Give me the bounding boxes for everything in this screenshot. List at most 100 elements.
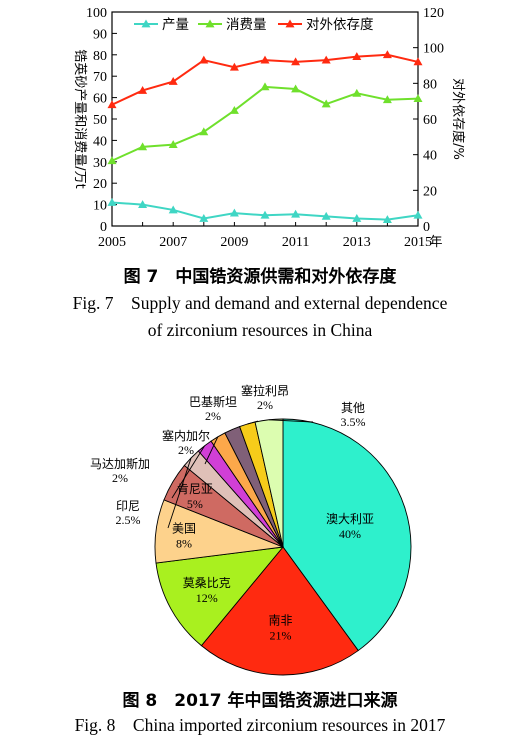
series-1-point <box>138 142 148 151</box>
y-left-tick-label: 60 <box>93 92 107 107</box>
y-left-tick-label: 10 <box>93 199 107 214</box>
series-1-point <box>168 140 178 149</box>
x-tick-label: 2011 <box>282 235 309 250</box>
slice-value-4: 5% <box>187 497 203 511</box>
series-1-point <box>352 88 362 97</box>
slice-value-3: 8% <box>176 536 192 550</box>
series-0-point <box>138 200 148 208</box>
slice-label-9: 塞拉利昂 <box>241 383 289 398</box>
slice-value-2: 12% <box>196 591 218 605</box>
legend-label-1: 消费量 <box>226 17 267 33</box>
leader-line-7 <box>204 436 219 465</box>
y-left-tick-label: 70 <box>93 70 107 85</box>
figure-7-caption-en: Fig. 7 Supply and demand and external de… <box>0 290 520 344</box>
series-0-point <box>413 210 423 219</box>
slice-value-5: 2.5% <box>116 513 141 527</box>
slice-label-0: 澳大利亚 <box>326 512 374 526</box>
y-right-tick-label: 60 <box>423 113 437 128</box>
x-axis-unit: 年 <box>429 235 442 250</box>
series-2-point <box>107 100 117 109</box>
series-0-point <box>291 209 301 218</box>
leader-line-10 <box>268 419 314 423</box>
leader-line-9 <box>247 420 259 425</box>
series-1-point <box>107 156 117 165</box>
series-2-point <box>382 50 392 59</box>
series-2-point <box>321 55 331 64</box>
slice-label-6: 马达加斯加 <box>90 457 150 471</box>
plot-frame <box>111 11 419 227</box>
figure-7-caption-cn: 图 7 中国锆资源供需和对外依存度 <box>123 267 397 287</box>
legend-marker-1 <box>205 19 215 28</box>
x-tick-label: 2009 <box>220 235 248 250</box>
series-1-point <box>291 84 301 93</box>
x-tick-label: 2015 <box>404 235 432 250</box>
legend-marker-2 <box>285 19 295 28</box>
slice-label-1: 南非 <box>268 612 292 627</box>
y-right-tick-label: 0 <box>423 220 430 235</box>
figure-7: 0 10 20 30 40 50 60 70 80 90 100 0 20 40 60 80 100 120 200… <box>0 0 520 350</box>
y-left-tick-label: 90 <box>93 27 107 42</box>
y-right-tick-label: 40 <box>423 149 437 164</box>
legend-marker-0 <box>141 19 151 28</box>
series-2-point <box>352 52 362 60</box>
slice-label-8: 巴基斯坦 <box>189 395 237 409</box>
y-left-axis-label: 锆英砂产量和消费量/万t <box>72 49 87 188</box>
series-2-point <box>199 55 209 64</box>
series-0-point <box>321 211 331 220</box>
y-left-tick-label: 100 <box>86 6 107 21</box>
x-tick-label: 2013 <box>343 235 371 250</box>
figure-7-caption-en-line1: Fig. 7 Supply and demand and external de… <box>72 293 448 313</box>
y-left-tick-label: 30 <box>93 156 107 171</box>
y-left-tick-label: 80 <box>93 49 107 64</box>
y-left-tick-label: 40 <box>93 134 107 149</box>
slice-value-7: 2% <box>178 443 194 457</box>
slice-label-10: 其他 <box>341 401 365 415</box>
y-right-tick-label: 100 <box>423 42 444 57</box>
y-left-tick-label: 50 <box>93 113 107 128</box>
slice-value-10: 3.5% <box>341 415 366 429</box>
series-0-point <box>260 210 270 219</box>
figure-8-caption-en: Fig. 8 China imported zirconium resource… <box>74 715 446 735</box>
figure-8-caption-cn: 图 8 2017 年中国锆资源进口来源 <box>122 691 398 711</box>
series-2-point <box>260 55 270 64</box>
pie-slice-0 <box>282 418 412 652</box>
slice-label-5: 印尼 <box>116 499 140 513</box>
slice-label-4: 肯尼亚 <box>177 482 213 496</box>
slice-value-9: 2% <box>257 398 273 412</box>
series-1-point <box>413 94 423 103</box>
series-line-1 <box>111 85 419 162</box>
series-2-point <box>138 85 148 94</box>
series-2-point <box>168 77 178 85</box>
line-chart: 0 10 20 30 40 50 60 70 80 90 100 0 20 40 60 80 100 120 200… <box>72 6 466 250</box>
series-2-point <box>229 62 239 71</box>
series-2-point <box>413 57 423 66</box>
y-left-tick-label: 20 <box>93 177 107 192</box>
series-0-point <box>168 205 178 214</box>
series-0-point <box>199 214 209 222</box>
y-right-tick-label: 20 <box>423 184 437 199</box>
y-right-tick-label: 80 <box>423 77 437 92</box>
slice-label-2: 莫桑比克 <box>183 576 231 590</box>
slice-value-0: 40% <box>339 527 361 541</box>
y-right-axis-label: 对外依存度/% <box>450 78 466 160</box>
slice-label-7: 塞内加尔 <box>162 428 210 443</box>
series-0-point <box>229 208 239 217</box>
slice-value-1: 21% <box>270 628 292 642</box>
legend-label-0: 产量 <box>162 17 189 33</box>
x-tick-label: 2007 <box>159 235 187 250</box>
series-0-point <box>382 215 392 223</box>
legend-label-2: 对外依存度 <box>306 17 374 33</box>
series-2-point <box>291 57 301 66</box>
leader-line-6 <box>171 445 205 499</box>
pie-chart: 澳大利亚40%南非21%莫桑比克12%美国8%肯尼亚5%印尼2.5%马达加斯加2… <box>90 383 412 676</box>
y-right-tick-label: 120 <box>423 6 444 21</box>
pie-slice-2 <box>155 546 285 647</box>
pie-slice-1 <box>200 546 359 676</box>
slice-label-3: 美国 <box>172 521 196 535</box>
series-0-point <box>107 197 117 206</box>
series-1-point <box>382 95 392 104</box>
series-1-point <box>229 105 239 114</box>
leader-line-5 <box>167 457 192 529</box>
series-1-point <box>321 99 331 108</box>
slice-value-6: 2% <box>112 471 128 485</box>
